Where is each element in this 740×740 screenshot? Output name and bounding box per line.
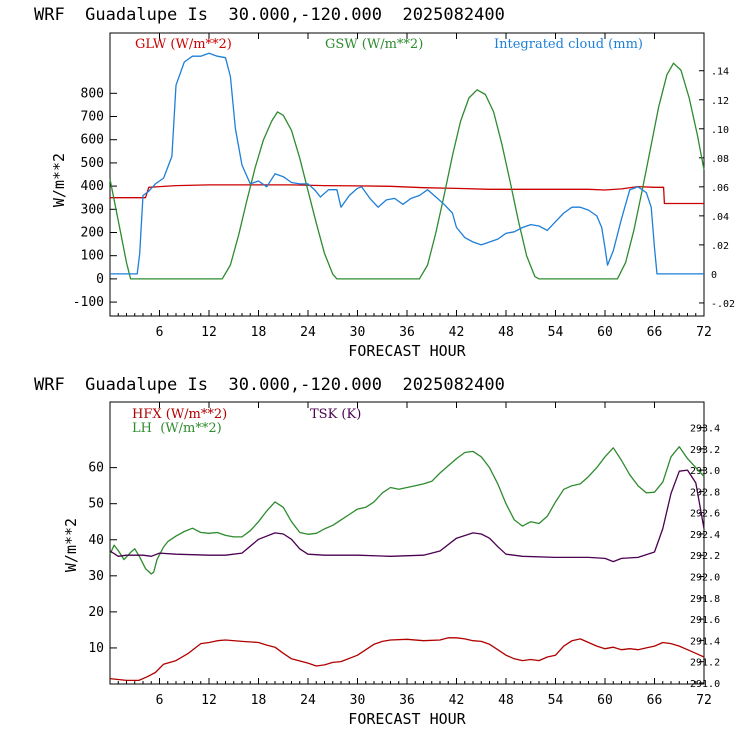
- top-series-line-3: [110, 52, 704, 275]
- right-tick-label: 292.6: [690, 509, 720, 520]
- y-tick-label: 300: [81, 202, 104, 217]
- y-tick-label: 800: [81, 86, 104, 101]
- x-tick-label: 6: [156, 693, 164, 708]
- bottom-chart-title: WRF Guadalupe Is 30.000,-120.000 2025082…: [34, 375, 505, 395]
- right-tick-label: 291.6: [690, 615, 720, 626]
- x-tick-label: 72: [696, 693, 712, 708]
- bottom-y-axis-label: W/m**2: [62, 518, 80, 572]
- y-tick-label: 20: [88, 605, 104, 620]
- right-tick-label: 291.8: [690, 594, 720, 605]
- legend-tsk: TSK (K): [310, 407, 361, 422]
- x-tick-label: 72: [696, 325, 712, 340]
- x-tick-label: 12: [201, 325, 217, 340]
- y-tick-label: 0: [96, 272, 104, 287]
- right-tick-label: .06: [711, 183, 729, 194]
- x-tick-label: 66: [647, 693, 663, 708]
- top-x-ticks: 6 12 18 24 30 36 42 48 54 60 66 72: [117, 33, 712, 340]
- top-y-ticks: -100 0 100 200 300 400 500 600 700 800: [73, 86, 117, 310]
- x-tick-label: 48: [498, 693, 514, 708]
- right-tick-label: 292.8: [690, 487, 720, 498]
- y-tick-label: 500: [81, 156, 104, 171]
- x-tick-label: 36: [399, 693, 415, 708]
- legend-integrated-cloud: Integrated cloud (mm): [494, 37, 643, 52]
- y-tick-label: 600: [81, 133, 104, 148]
- right-tick-label: 293.2: [690, 445, 720, 456]
- top-chart-title: WRF Guadalupe Is 30.000,-120.000 2025082…: [34, 5, 505, 25]
- top-series-lines: [109, 52, 705, 280]
- bottom-series-line-1: [109, 637, 705, 682]
- x-tick-label: 48: [498, 325, 514, 340]
- top-x-axis-label: FORECAST HOUR: [348, 342, 466, 360]
- y-tick-label: 200: [81, 225, 104, 240]
- top-right-ticks: -.02 0 .02 .04 .06 .08 .10 .12 .14: [699, 67, 735, 310]
- x-tick-label: 42: [449, 325, 465, 340]
- y-tick-label: 10: [88, 641, 104, 656]
- y-tick-label: 60: [88, 461, 104, 476]
- legend-glw: GLW (W/m**2): [135, 37, 232, 52]
- x-tick-label: 42: [449, 693, 465, 708]
- x-tick-label: 18: [251, 325, 267, 340]
- y-tick-label: 100: [81, 249, 104, 264]
- right-tick-label: 291.4: [690, 636, 720, 647]
- bottom-series-line-3: [109, 469, 705, 563]
- y-tick-label: 30: [88, 569, 104, 584]
- right-tick-label: .10: [711, 125, 729, 136]
- x-tick-label: 54: [548, 693, 564, 708]
- y-tick-label: -100: [73, 295, 104, 310]
- x-tick-label: 60: [597, 325, 613, 340]
- x-tick-label: 36: [399, 325, 415, 340]
- bottom-x-ticks: 6 12 18 24 30 36 42 48 54 60 66 72: [117, 402, 712, 708]
- x-tick-label: 12: [201, 693, 217, 708]
- bottom-series-line-2: [109, 446, 705, 575]
- right-tick-label: .14: [711, 67, 729, 78]
- right-tick-label: -.02: [711, 299, 735, 310]
- legend-hfx: HFX (W/m**2): [132, 407, 227, 422]
- x-tick-label: 30: [350, 325, 366, 340]
- top-chart: WRF Guadalupe Is 30.000,-120.000 2025082…: [34, 5, 735, 360]
- top-y-axis-label: W/m**2: [50, 153, 68, 207]
- right-tick-label: .04: [711, 212, 729, 223]
- bottom-right-ticks: 291.0 291.2 291.4 291.6 291.8 292.0 292.2 292.4…: [690, 424, 720, 690]
- bottom-x-axis-label: FORECAST HOUR: [348, 710, 466, 728]
- right-tick-label: 292.4: [690, 530, 720, 541]
- legend-gsw: GSW (W/m**2): [325, 37, 423, 52]
- x-tick-label: 24: [300, 693, 316, 708]
- x-tick-label: 60: [597, 693, 613, 708]
- right-tick-label: 292.0: [690, 573, 720, 584]
- legend-lh: LH (W/m**2): [132, 421, 222, 436]
- right-tick-label: .12: [711, 96, 729, 107]
- right-tick-label: 291.0: [690, 679, 720, 690]
- right-tick-label: 292.2: [690, 551, 720, 562]
- y-tick-label: 400: [81, 179, 104, 194]
- right-tick-label: 0: [711, 270, 717, 281]
- x-tick-label: 18: [251, 693, 267, 708]
- x-tick-label: 54: [548, 325, 564, 340]
- x-tick-label: 24: [300, 325, 316, 340]
- right-tick-label: 291.2: [690, 658, 720, 669]
- y-tick-label: 50: [88, 497, 104, 512]
- x-tick-label: 6: [156, 325, 164, 340]
- x-tick-label: 30: [350, 693, 366, 708]
- right-tick-label: 293.4: [690, 424, 720, 435]
- bottom-y-ticks: 10 20 30 40 50 60: [88, 461, 117, 656]
- right-tick-label: .08: [711, 154, 729, 165]
- y-tick-label: 700: [81, 110, 104, 125]
- bottom-chart: WRF Guadalupe Is 30.000,-120.000 2025082…: [34, 375, 720, 728]
- right-tick-label: .02: [711, 241, 729, 252]
- x-tick-label: 66: [647, 325, 663, 340]
- right-tick-label: 293.0: [690, 466, 720, 477]
- bottom-series-lines: [109, 446, 705, 682]
- y-tick-label: 40: [88, 533, 104, 548]
- top-series-line-2: [109, 62, 705, 280]
